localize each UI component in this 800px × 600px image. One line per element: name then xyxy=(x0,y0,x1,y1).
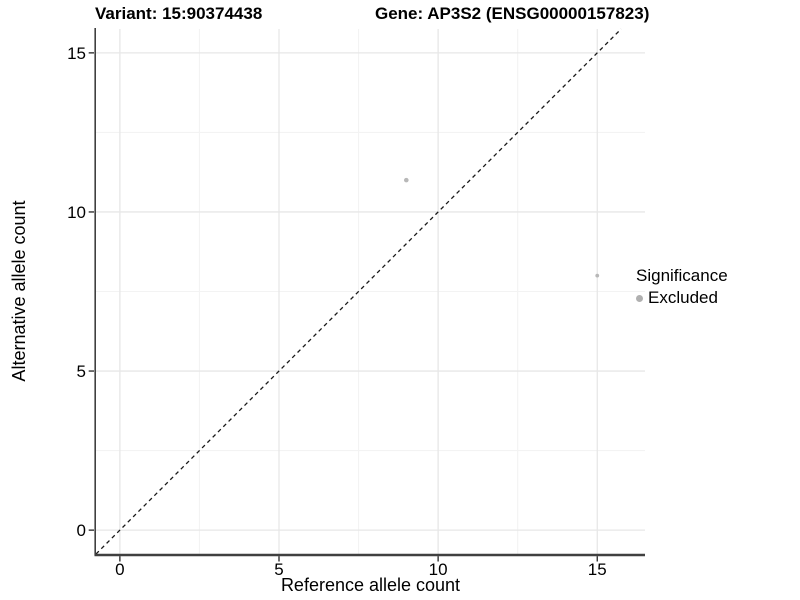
x-tick-label: 10 xyxy=(429,560,448,579)
legend-title: Significance xyxy=(636,266,728,285)
legend-item-label: Excluded xyxy=(648,288,718,307)
x-tick-label: 15 xyxy=(588,560,607,579)
y-tick-label: 15 xyxy=(67,44,86,63)
y-tick-label: 5 xyxy=(77,362,86,381)
identity-line xyxy=(95,28,622,555)
y-tick-label: 10 xyxy=(67,203,86,222)
x-axis-title: Reference allele count xyxy=(280,575,461,595)
legend: Significance Excluded xyxy=(636,265,728,308)
gene-title: Gene: AP3S2 (ENSG00000157823) xyxy=(375,4,650,23)
variant-title: Variant: 15:90374438 xyxy=(95,4,263,23)
x-tick-label: 5 xyxy=(274,560,283,579)
y-tick-label: 0 xyxy=(77,521,86,540)
legend-item-excluded: Excluded xyxy=(636,288,728,308)
legend-key-dot-icon xyxy=(636,294,643,302)
y-axis-title: Alternative allele count xyxy=(9,200,29,382)
data-point xyxy=(404,177,409,183)
x-tick-label: 0 xyxy=(115,560,124,579)
data-point xyxy=(595,273,600,278)
